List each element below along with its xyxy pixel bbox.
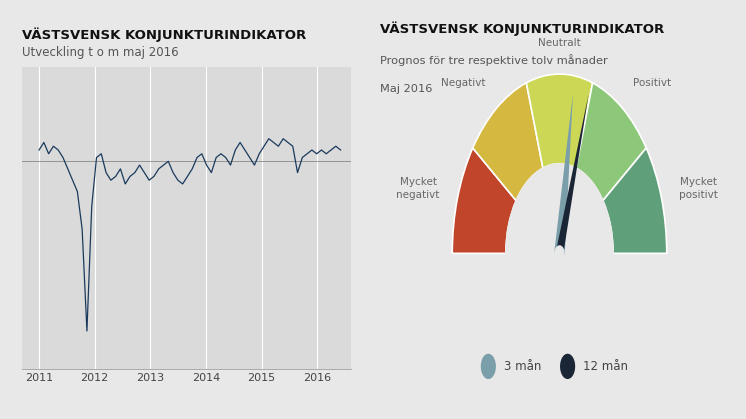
Polygon shape: [556, 94, 589, 255]
Wedge shape: [603, 148, 667, 253]
Text: VÄSTSVENSK KONJUNKTURINDIKATOR: VÄSTSVENSK KONJUNKTURINDIKATOR: [380, 21, 665, 36]
Polygon shape: [554, 93, 573, 255]
Text: Positivt: Positivt: [633, 78, 671, 88]
Text: Prognos för tre respektive tolv månader: Prognos för tre respektive tolv månader: [380, 54, 608, 66]
Polygon shape: [478, 354, 496, 379]
Text: 3 mån: 3 mån: [504, 360, 541, 373]
Text: Mycket
negativt: Mycket negativt: [396, 177, 440, 199]
Wedge shape: [452, 148, 516, 253]
Circle shape: [555, 246, 564, 261]
Text: VÄSTSVENSK KONJUNKTURINDIKATOR: VÄSTSVENSK KONJUNKTURINDIKATOR: [22, 27, 307, 42]
Wedge shape: [473, 83, 543, 201]
Text: Neutralt: Neutralt: [538, 38, 581, 48]
Text: Mycket
positivt: Mycket positivt: [679, 177, 718, 199]
Text: Maj 2016: Maj 2016: [380, 84, 433, 94]
Circle shape: [506, 164, 613, 343]
Wedge shape: [576, 83, 646, 201]
Polygon shape: [558, 354, 575, 379]
Text: Utveckling t o m maj 2016: Utveckling t o m maj 2016: [22, 46, 179, 59]
Text: 12 mån: 12 mån: [583, 360, 628, 373]
Text: Negativt: Negativt: [441, 78, 486, 88]
Wedge shape: [527, 74, 592, 168]
